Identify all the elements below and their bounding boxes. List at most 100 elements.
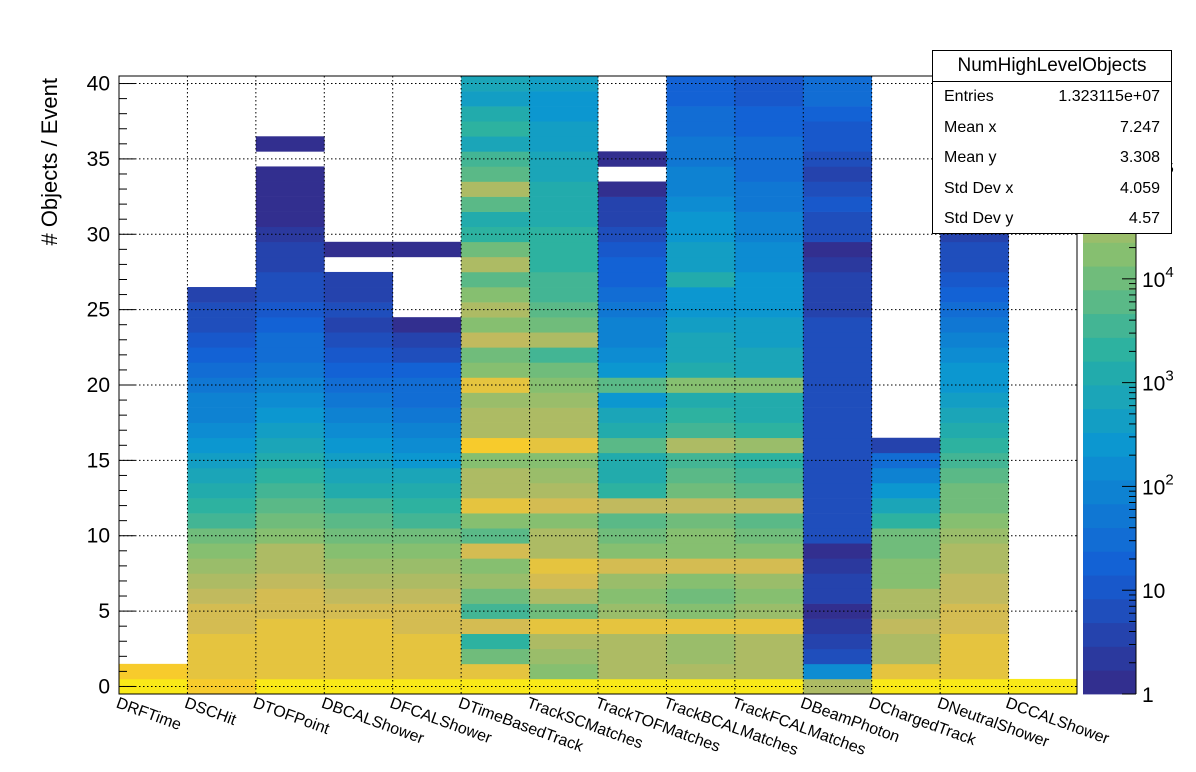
heatmap-cell	[324, 437, 394, 454]
heatmap-cell	[324, 558, 394, 574]
heatmap-cell	[392, 362, 462, 378]
palette-swatch	[1083, 313, 1136, 338]
heatmap-cell	[734, 452, 804, 469]
heatmap-cell	[666, 437, 736, 454]
y-tick-label: 10	[87, 525, 110, 548]
heatmap-cell	[734, 362, 804, 378]
stats-box: NumHighLevelObjects Entries 1.323115e+07…	[932, 50, 1172, 234]
heatmap-cell	[529, 618, 599, 635]
heatmap-cell	[666, 648, 736, 665]
heatmap-cell	[734, 528, 804, 544]
stats-label: Mean y	[944, 149, 997, 166]
heatmap-cell	[666, 76, 736, 92]
heatmap-cell	[666, 663, 736, 680]
heatmap-cell	[666, 528, 736, 544]
y-tick-label: 20	[87, 374, 110, 397]
heatmap-cell	[324, 543, 394, 559]
heatmap-cell	[392, 347, 462, 363]
heatmap-cell	[255, 256, 325, 273]
heatmap-cell	[871, 482, 941, 499]
heatmap-cell	[324, 332, 394, 348]
heatmap-cell	[187, 678, 257, 695]
heatmap-cell	[940, 648, 1009, 665]
palette-swatch	[1083, 408, 1136, 433]
heatmap-cell	[461, 271, 530, 288]
heatmap-cell	[734, 618, 804, 635]
heatmap-cell	[392, 422, 462, 439]
heatmap-cell	[255, 528, 325, 544]
heatmap-cell	[940, 543, 1009, 559]
heatmap-cell	[803, 121, 873, 137]
heatmap-cell	[324, 573, 394, 589]
heatmap-cell	[461, 317, 530, 333]
heatmap-cell	[803, 271, 873, 288]
heatmap-cell	[734, 648, 804, 665]
heatmap-cell	[803, 226, 873, 243]
heatmap-cell	[666, 407, 736, 423]
heatmap-cell	[940, 317, 1009, 333]
heatmap-cell	[324, 633, 394, 650]
stats-label: Std Dev x	[944, 179, 1014, 197]
heatmap-cell	[803, 166, 873, 182]
y-tick-label: 0	[98, 675, 110, 698]
heatmap-cell	[666, 287, 736, 303]
heatmap-cell	[187, 543, 257, 559]
palette-swatch	[1083, 575, 1136, 600]
stats-value: 7.247	[1119, 118, 1160, 136]
heatmap-cell	[940, 362, 1009, 378]
heatmap-cell	[187, 422, 257, 439]
heatmap-cell	[666, 151, 736, 167]
heatmap-cell	[734, 121, 804, 137]
heatmap-cell	[461, 362, 530, 378]
heatmap-cell	[461, 241, 530, 258]
heatmap-cell	[871, 648, 941, 665]
heatmap-cell	[529, 256, 599, 273]
heatmap-cell	[461, 648, 530, 665]
heatmap-cell	[803, 558, 873, 574]
x-category-label: DRFTime	[114, 695, 184, 734]
heatmap-cell	[734, 91, 804, 107]
heatmap-cell	[529, 91, 599, 107]
heatmap-cell	[598, 467, 667, 484]
heatmap-cell	[666, 181, 736, 197]
heatmap-cell	[734, 196, 804, 212]
heatmap-cell	[187, 588, 257, 604]
heatmap-cell	[803, 211, 873, 228]
palette-swatch	[1083, 242, 1136, 267]
heatmap-cell	[255, 271, 325, 288]
heatmap-cell	[666, 121, 736, 137]
heatmap-cell	[255, 452, 325, 469]
heatmap-cell	[803, 618, 873, 635]
heatmap-cell	[803, 106, 873, 122]
heatmap-cell	[734, 332, 804, 348]
palette-tick-label: 103	[1142, 368, 1174, 396]
heatmap-cell	[940, 452, 1009, 469]
heatmap-cell	[940, 498, 1009, 514]
heatmap-cell	[803, 241, 873, 258]
heatmap-cell	[871, 437, 941, 454]
heatmap-cell	[940, 558, 1009, 574]
stats-value: 1.323115e+07	[1058, 88, 1160, 105]
stats-label: Mean x	[944, 118, 997, 136]
heatmap-cell	[871, 498, 941, 514]
heatmap-cell	[803, 377, 873, 393]
heatmap-cell	[803, 256, 873, 273]
heatmap-cell	[324, 271, 394, 288]
heatmap-cell	[940, 678, 1009, 695]
heatmap-cell	[324, 452, 394, 469]
palette-swatch	[1083, 670, 1136, 695]
heatmap-cell	[598, 407, 667, 423]
heatmap-cell	[187, 573, 257, 589]
heatmap-cell	[598, 663, 667, 680]
heatmap-cell	[666, 362, 736, 378]
heatmap-cell	[324, 678, 394, 695]
heatmap-cell	[803, 437, 873, 454]
palette-swatch	[1083, 456, 1136, 481]
heatmap-cell	[598, 633, 667, 650]
heatmap-cell	[461, 136, 530, 152]
heatmap-cell	[529, 166, 599, 182]
heatmap-cell	[392, 241, 462, 258]
heatmap-cell	[803, 347, 873, 363]
heatmap-cell	[529, 422, 599, 439]
